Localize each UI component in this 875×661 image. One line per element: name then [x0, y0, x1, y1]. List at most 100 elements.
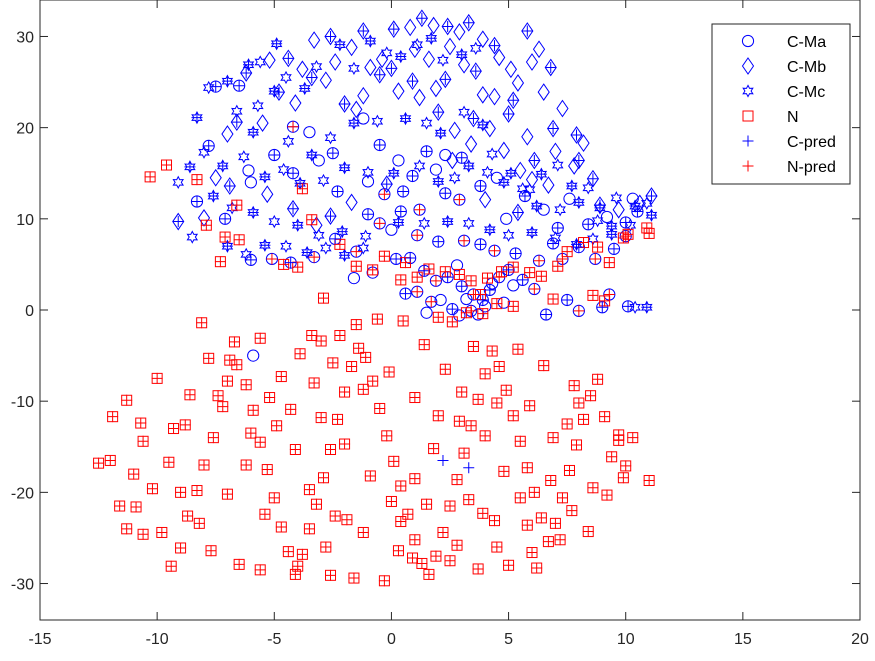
point-c-mc: [270, 37, 283, 51]
point-c-mb: [507, 91, 520, 110]
point-c-pred: [233, 80, 245, 92]
point-c-pred: [432, 236, 444, 248]
point-c-pred: [172, 216, 184, 228]
point-c-pred: [503, 108, 515, 120]
point-c-pred: [463, 160, 475, 172]
point-c-pred: [503, 264, 515, 276]
point-n-pred: [414, 204, 426, 216]
point-c-mc: [462, 216, 475, 231]
point-c-mc: [554, 203, 566, 217]
point-c-mb: [329, 53, 342, 71]
point-c-pred: [547, 237, 559, 249]
point-n-pred: [439, 266, 451, 278]
point-c-ma: [425, 295, 438, 308]
point-n-pred: [491, 298, 503, 310]
point-c-pred: [392, 216, 404, 228]
point-n-pred: [578, 413, 590, 425]
point-n-pred: [163, 456, 175, 468]
point-n-pred: [385, 495, 397, 507]
point-c-ma: [539, 308, 553, 321]
point-n-pred: [317, 472, 329, 484]
point-c-pred: [374, 69, 386, 81]
point-c-mb: [240, 64, 253, 82]
point-c-pred: [606, 228, 618, 240]
point-c-ma: [244, 176, 257, 189]
point-c-mc: [280, 70, 292, 85]
point-c-pred: [421, 145, 433, 157]
point-c-pred: [498, 176, 510, 188]
point-c-mb: [556, 99, 569, 118]
point-c-ma: [429, 274, 443, 287]
point-c-ma: [202, 139, 215, 152]
point-c-ma: [626, 192, 639, 205]
point-n-pred: [221, 375, 233, 387]
point-c-pred: [259, 239, 271, 251]
point-c-mb: [357, 86, 370, 105]
point-c-pred: [231, 116, 243, 128]
point-n-pred: [104, 454, 116, 466]
legend-label-c-mc: C-Mc: [787, 84, 825, 101]
point-c-mc: [641, 300, 653, 314]
point-c-pred: [325, 210, 337, 222]
point-n-pred: [458, 447, 470, 459]
y-tick-label: 20: [16, 121, 34, 138]
point-c-mb: [406, 72, 419, 91]
point-c-mc: [484, 223, 496, 237]
point-c-mc: [477, 118, 489, 132]
point-n-pred: [121, 394, 133, 406]
point-c-pred: [339, 98, 351, 110]
point-c-mb: [528, 151, 541, 170]
point-c-mb: [441, 17, 454, 36]
point-n-pred: [613, 434, 625, 446]
legend-label-c-mb: C-Mb: [787, 59, 826, 76]
point-c-ma: [347, 271, 361, 285]
point-c-mc: [516, 182, 529, 196]
axes: -15 -10 -5 0 5 10 15 20 -30 -20 -10 0 10 20 30: [11, 0, 869, 648]
point-c-pred: [217, 160, 229, 172]
point-c-pred: [243, 59, 255, 71]
point-c-mc: [280, 239, 292, 253]
point-c-mb: [338, 95, 351, 113]
point-c-pred: [287, 203, 299, 215]
point-n-pred: [561, 246, 573, 258]
point-n-pred: [556, 492, 568, 504]
point-n-pred: [571, 439, 583, 451]
point-c-mb: [525, 170, 539, 189]
point-n-pred: [259, 508, 271, 520]
point-n-pred: [477, 308, 489, 320]
point-n-pred: [453, 268, 465, 280]
point-n-pred: [507, 261, 519, 273]
point-c-mb: [308, 31, 321, 50]
point-c-mc: [505, 166, 517, 180]
point-c-pred: [507, 94, 519, 106]
point-n-pred: [364, 470, 376, 482]
point-n-pred: [428, 443, 440, 455]
point-c-pred: [332, 185, 344, 197]
point-n-pred: [289, 568, 301, 580]
point-c-pred: [191, 112, 203, 124]
point-n-pred: [493, 361, 505, 373]
point-c-ma: [509, 247, 522, 260]
point-c-mc: [629, 300, 641, 314]
legend-item-n-pred: N-pred: [742, 159, 836, 176]
point-n-pred: [130, 501, 142, 513]
point-c-ma: [361, 175, 375, 188]
point-c-mb: [296, 60, 309, 79]
point-c-mc: [348, 61, 360, 76]
point-c-mc: [202, 80, 215, 95]
point-n-pred: [254, 436, 266, 448]
point-n-pred: [107, 411, 119, 423]
point-c-ma: [247, 349, 260, 362]
point-c-mb: [521, 127, 534, 146]
point-c-pred: [467, 113, 479, 125]
point-n-pred: [528, 283, 540, 295]
point-c-pred: [645, 190, 657, 202]
point-c-mb: [504, 60, 518, 79]
point-c-pred: [596, 301, 608, 313]
point-c-mc: [570, 237, 583, 252]
point-c-mc: [455, 48, 468, 62]
point-n-pred: [411, 229, 423, 241]
y-tick-label: -30: [11, 577, 34, 594]
point-n-pred: [348, 572, 360, 584]
